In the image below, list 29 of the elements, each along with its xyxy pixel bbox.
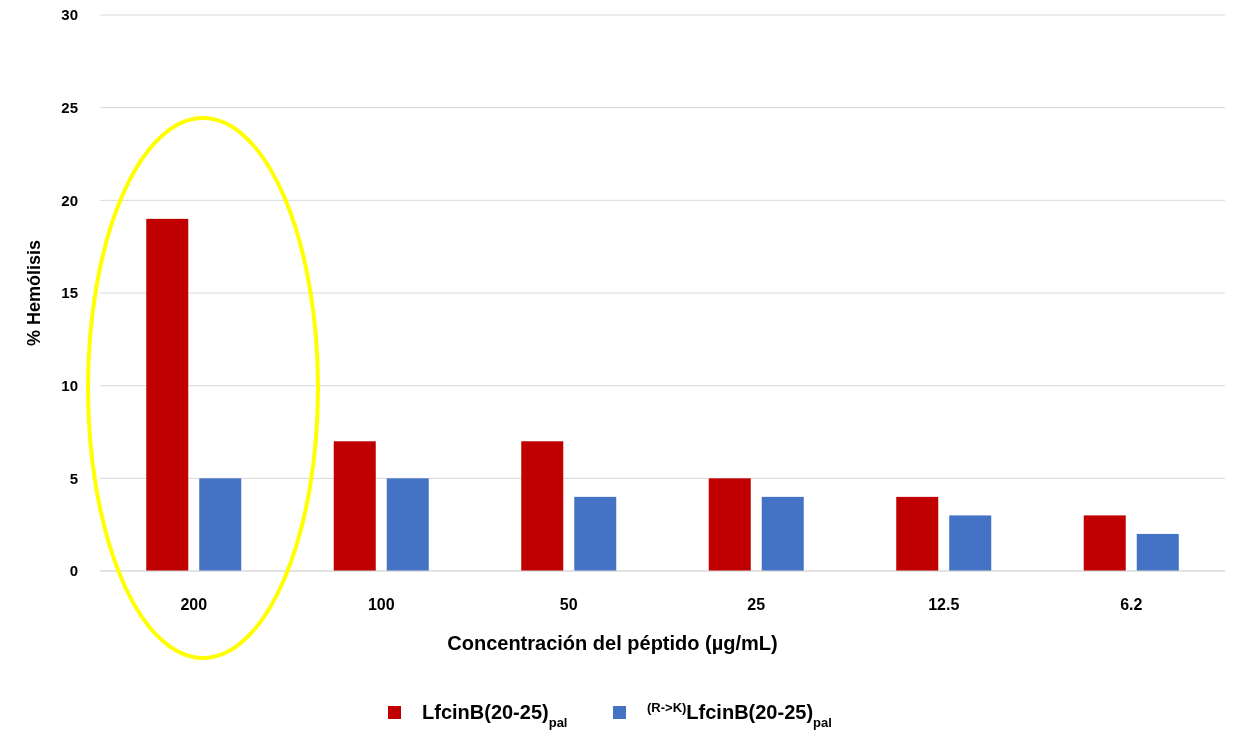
y-tick-label: 25 xyxy=(61,98,78,116)
bar xyxy=(1136,533,1179,571)
bar xyxy=(333,441,376,571)
y-axis-title: % Hemólisis xyxy=(24,239,44,347)
y-tick-label: 10 xyxy=(61,376,78,394)
x-tick-label: 12.5 xyxy=(928,596,960,613)
bar xyxy=(1083,515,1126,571)
y-tick-label: 20 xyxy=(61,191,78,209)
bar xyxy=(199,478,242,571)
bar xyxy=(949,515,992,571)
bar xyxy=(761,496,804,571)
x-tick-label: 25 xyxy=(747,596,766,613)
bar xyxy=(574,496,617,571)
x-tick-label: 100 xyxy=(367,596,395,613)
x-tick-label: 50 xyxy=(559,596,578,613)
y-tick-label: 0 xyxy=(69,562,78,580)
bar xyxy=(708,478,751,571)
legend-label: $^{(R->K)}$LfcinB(20-25)$_{pal}$ xyxy=(647,699,832,730)
x-tick-label: 200 xyxy=(180,596,208,613)
y-tick-label: 5 xyxy=(69,469,78,487)
x-axis-title: Concentración del péptido (µg/mL) xyxy=(447,632,778,654)
legend-label: LfcinB(20-25)$_{pal}$ xyxy=(422,701,568,730)
bar xyxy=(146,218,189,571)
bar xyxy=(521,441,564,571)
bar xyxy=(386,478,429,571)
y-tick-label: 30 xyxy=(61,6,78,24)
x-tick-label: 6.2 xyxy=(1120,596,1143,613)
y-tick-label: 15 xyxy=(61,284,78,302)
bar xyxy=(896,496,939,571)
